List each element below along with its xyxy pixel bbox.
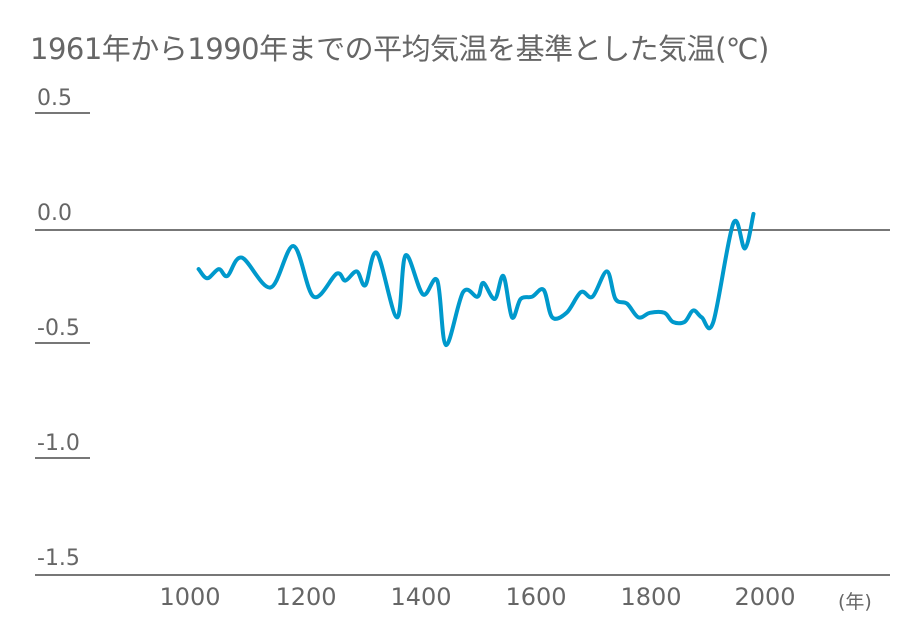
y-tick-rule (35, 112, 90, 114)
y-tick-rule (35, 457, 90, 459)
chart-title: 1961年から1990年までの平均気温を基準とした気温(℃) (30, 32, 769, 66)
y-tick-1: 0.0 (35, 201, 90, 227)
y-tick-0: 0.5 (35, 86, 90, 114)
x-tick-1400: 1400 (390, 583, 452, 611)
x-tick-2000: 2000 (734, 583, 796, 611)
y-tick-label: -0.5 (37, 316, 80, 341)
y-tick-rule (35, 342, 90, 344)
y-tick-3: -1.0 (35, 431, 90, 459)
y-tick-label: 0.5 (37, 86, 72, 111)
x-tick-1200: 1200 (275, 583, 337, 611)
temperature-line (196, 211, 756, 348)
x-axis-unit-label: (年) (838, 591, 872, 613)
x-tick-1000: 1000 (159, 583, 221, 611)
y-tick-label: -1.0 (37, 431, 80, 456)
y-tick-label: 0.0 (37, 201, 72, 226)
x-tick-1800: 1800 (620, 583, 682, 611)
y-tick-4: -1.5 (35, 546, 90, 572)
x-tick-1600: 1600 (505, 583, 567, 611)
y-tick-label: -1.5 (37, 546, 80, 571)
y-tick-2: -0.5 (35, 316, 90, 344)
